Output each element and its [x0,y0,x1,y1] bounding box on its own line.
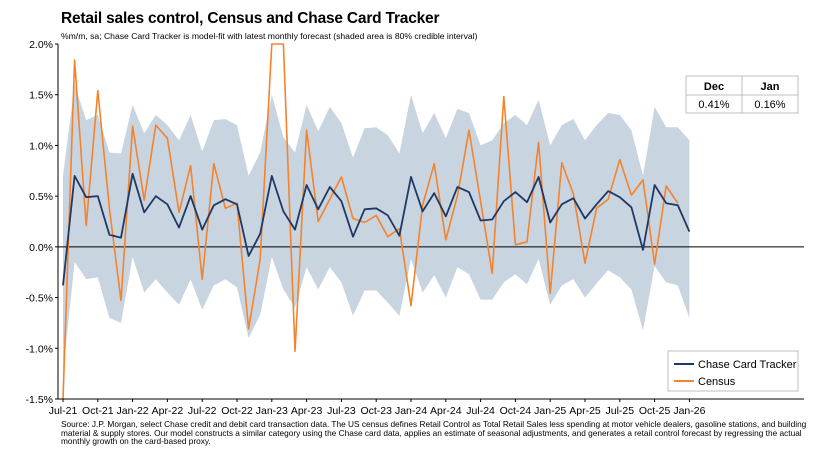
y-tick-label: -1.5% [26,394,53,406]
x-tick-label: Oct-23 [360,405,392,417]
legend-label-census: Census [698,376,736,388]
y-tick-label: 0.5% [29,191,53,203]
x-tick-label: Oct-25 [639,405,671,417]
credible-interval-band [63,84,690,374]
y-tick-label: -0.5% [26,293,53,305]
x-tick-label: Apr-22 [152,405,184,417]
x-tick-label: Jul-22 [188,405,217,417]
x-tick-label: Jul-25 [605,405,634,417]
x-tick-label: Jan-22 [117,405,149,417]
chart-title: Retail sales control, Census and Chase C… [61,10,440,27]
x-tick-label: Oct-24 [500,405,532,417]
y-tick-label: -1.0% [26,343,53,355]
x-tick-label: Jan-23 [256,405,288,417]
legend: Chase Card Tracker Census [667,350,799,392]
x-tick-label: Apr-25 [569,405,601,417]
legend-label-chase-card-tracker: Chase Card Tracker [698,359,797,371]
x-tick-label: Oct-21 [82,405,114,417]
x-tick-label: Apr-23 [291,405,323,417]
chart-subtitle: %m/m, sa; Chase Card Tracker is model-fi… [61,31,478,41]
x-tick-label: Jul-21 [49,405,78,417]
x-tick-label: Apr-24 [430,405,462,417]
x-tick-label: Jan-26 [673,405,705,417]
forecast-value-jan: 0.16% [754,99,785,111]
x-tick-label: Oct-22 [221,405,253,417]
y-tick-label: 2.0% [29,39,53,51]
census-line [62,43,679,400]
forecast-table: Dec Jan 0.41% 0.16% [685,75,799,114]
source-note: Source: J.P. Morgan, select Chase credit… [61,419,807,447]
forecast-header-jan: Jan [761,81,780,93]
y-tick-label: 1.0% [29,140,53,152]
x-tick-label: Jul-24 [466,405,495,417]
chart-svg: 2.0% 1.5% 1.0% 0.5% 0.0% -0.5% -1.0% -1.5% Jul-… [26,39,804,417]
y-tick-label: 0.0% [29,242,53,254]
x-tick-label: Jul-23 [327,405,356,417]
chase-card-tracker-line [62,172,691,286]
x-tick-label: Jan-24 [395,405,427,417]
x-tick-label: Jan-25 [534,405,566,417]
y-tick-label: 1.5% [29,90,53,102]
forecast-header-dec: Dec [704,81,724,93]
forecast-value-dec: 0.41% [698,99,729,111]
